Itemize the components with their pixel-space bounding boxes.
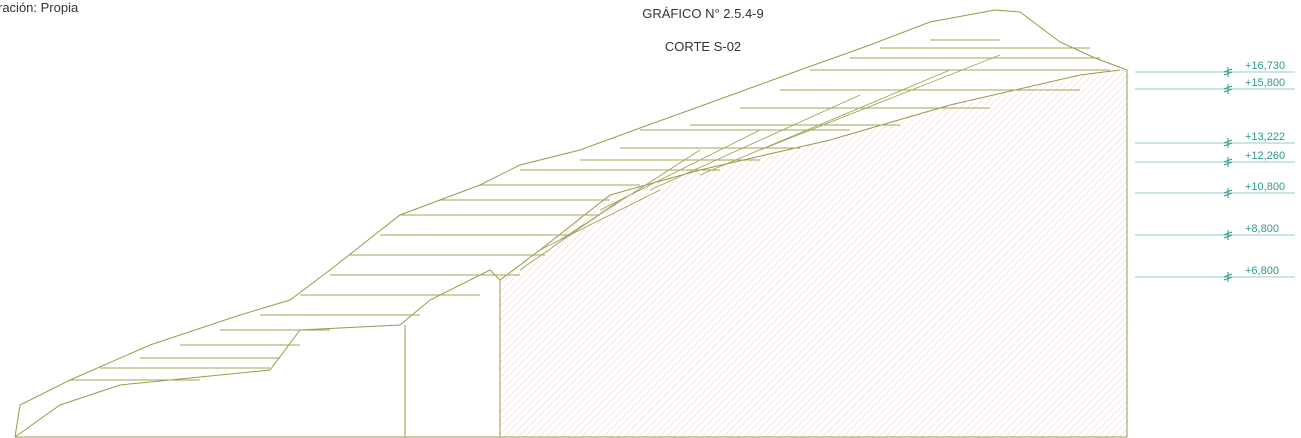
- level-label: +12,260: [1245, 150, 1285, 162]
- level-symbol: [1223, 272, 1233, 282]
- terrain: [14, 9, 1128, 438]
- subtitle: CORTE S-02: [665, 39, 741, 54]
- level-label: +16,730: [1245, 60, 1285, 72]
- level-symbol: [1223, 230, 1233, 240]
- level-symbol: [1223, 138, 1233, 148]
- level-label: +10,800: [1245, 181, 1285, 193]
- berm-line: [649, 94, 861, 191]
- level-symbol: [1223, 157, 1233, 167]
- berm-line: [599, 129, 761, 211]
- source-note: ración: Propia: [0, 0, 79, 15]
- level-symbol: [1223, 188, 1233, 198]
- level-label: +8,800: [1245, 223, 1279, 235]
- title: GRÁFICO N° 2.5.4-9: [642, 6, 764, 21]
- berm-line: [539, 189, 661, 251]
- level-symbol: [1223, 67, 1233, 77]
- outer-profile: [14, 9, 1128, 438]
- berm-line: [699, 69, 951, 176]
- level-symbol: [1223, 84, 1233, 94]
- level-label: +6,800: [1245, 265, 1279, 277]
- level-label: +13,222: [1245, 131, 1285, 143]
- level-label: +15,800: [1245, 77, 1285, 89]
- berm-line: [759, 54, 1001, 151]
- level-markers: +16,730 +15,800 +13,222 +12,260 +10,800 +8,80…: [1135, 60, 1295, 282]
- upper-face: [499, 69, 1121, 281]
